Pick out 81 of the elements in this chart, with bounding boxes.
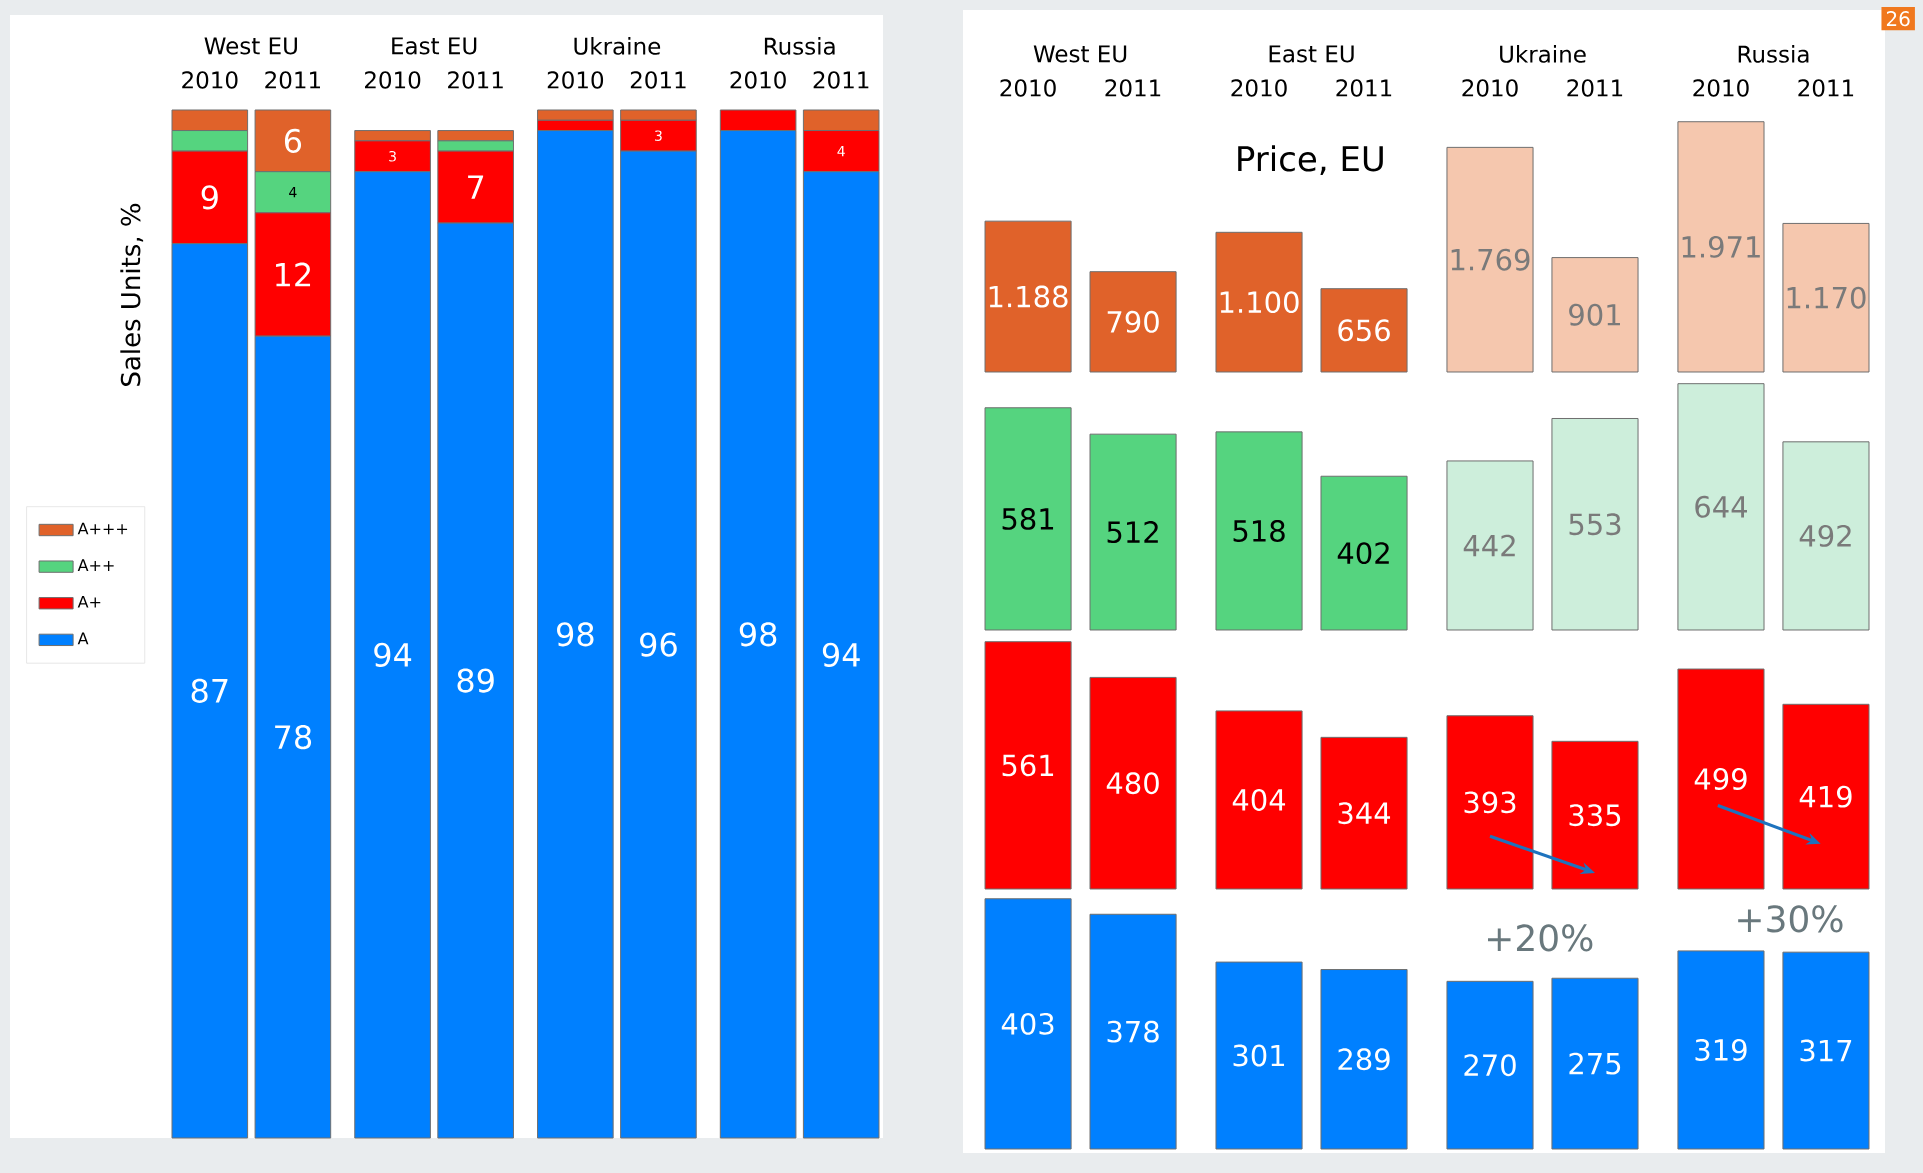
data-label: 378 <box>1107 1020 1159 1043</box>
text: Russia <box>764 37 835 55</box>
data-label: 89 <box>457 668 494 693</box>
data-label: 1.971 <box>1682 235 1760 258</box>
x-tick-label: 2010 <box>1462 79 1518 97</box>
legend-label: A++ <box>77 559 114 571</box>
data-label: 270 <box>1464 1054 1516 1077</box>
data-label: 275 <box>1569 1052 1621 1075</box>
text: Price, EU <box>1238 145 1383 176</box>
text: 26 <box>1886 11 1910 27</box>
annotation: +30% <box>1738 905 1843 933</box>
data-label: 7 <box>468 175 484 199</box>
text: West EU <box>204 37 297 55</box>
data-label: 1.188 <box>989 285 1068 308</box>
x-tick-label: 2011 <box>448 71 503 89</box>
x-tick-label: 2010 <box>365 71 421 89</box>
data-label: 98 <box>557 622 594 647</box>
data-label: 644 <box>1695 495 1747 518</box>
data-label: 6 <box>284 128 302 153</box>
data-label: 344 <box>1338 802 1391 825</box>
x-tick-label: 2010 <box>730 71 786 89</box>
x-tick-label: 2011 <box>1105 79 1161 97</box>
data-label: 319 <box>1695 1038 1747 1061</box>
data-label: 656 <box>1338 319 1390 342</box>
text: Ukraine <box>574 37 661 55</box>
data-label: 790 <box>1107 310 1159 333</box>
text: Russia <box>1738 45 1809 63</box>
data-label: 419 <box>1799 785 1852 808</box>
data-label: 561 <box>1002 754 1054 777</box>
data-label: 317 <box>1800 1039 1852 1062</box>
x-tick-label: 2011 <box>1798 79 1854 97</box>
data-label: 78 <box>275 724 312 750</box>
x-tick-label: 2011 <box>265 71 320 89</box>
data-label: 518 <box>1233 519 1285 542</box>
legend-label: A <box>77 632 89 645</box>
annotation: +20% <box>1488 924 1593 952</box>
data-label: 87 <box>191 678 228 703</box>
data-label: 1.769 <box>1451 248 1530 271</box>
x-tick-label: 2010 <box>547 71 604 89</box>
text: East EU <box>392 37 477 55</box>
data-label: 442 <box>1463 534 1515 557</box>
data-label: 553 <box>1569 513 1621 536</box>
data-label: 499 <box>1694 768 1747 790</box>
legend-label: A+++ <box>77 522 128 535</box>
data-label: 289 <box>1338 1048 1390 1071</box>
x-tick-label: 2011 <box>630 71 686 89</box>
legend-label: A+ <box>77 595 101 608</box>
text: East EU <box>1269 45 1354 63</box>
data-label: 1.100 <box>1220 291 1299 314</box>
data-label: 403 <box>1001 1012 1054 1035</box>
x-tick-label: 2010 <box>1693 79 1749 97</box>
data-label: 301 <box>1233 1044 1285 1067</box>
y-axis-title: Sales Units, % <box>120 203 144 386</box>
data-label: 404 <box>1232 788 1286 811</box>
data-label: 1.170 <box>1787 286 1866 309</box>
data-label: 3 <box>655 130 662 141</box>
x-tick-label: 2011 <box>1567 79 1623 97</box>
data-label: 94 <box>822 642 860 667</box>
text: Ukraine <box>1500 45 1586 63</box>
x-tick-label: 2011 <box>813 71 869 89</box>
text: West EU <box>1033 45 1127 63</box>
data-label: 9 <box>201 185 218 210</box>
data-label: 581 <box>1002 507 1054 530</box>
data-label: 98 <box>739 622 777 647</box>
data-label: 393 <box>1464 791 1516 814</box>
data-label: 492 <box>1799 524 1851 547</box>
data-label: 96 <box>640 632 677 657</box>
data-label: 94 <box>374 642 412 667</box>
data-label: 402 <box>1337 542 1389 565</box>
data-label: 512 <box>1107 521 1158 544</box>
x-tick-label: 2010 <box>182 71 238 89</box>
x-tick-label: 2010 <box>1231 79 1287 97</box>
data-label: 901 <box>1569 303 1620 326</box>
data-label: 480 <box>1106 772 1159 795</box>
data-label: 12 <box>276 262 311 287</box>
data-label: 4 <box>289 187 297 198</box>
x-tick-label: 2010 <box>1000 79 1056 97</box>
data-label: 3 <box>389 150 396 162</box>
data-label: 4 <box>837 145 845 157</box>
x-tick-label: 2011 <box>1336 79 1392 97</box>
data-label: 335 <box>1569 804 1621 827</box>
